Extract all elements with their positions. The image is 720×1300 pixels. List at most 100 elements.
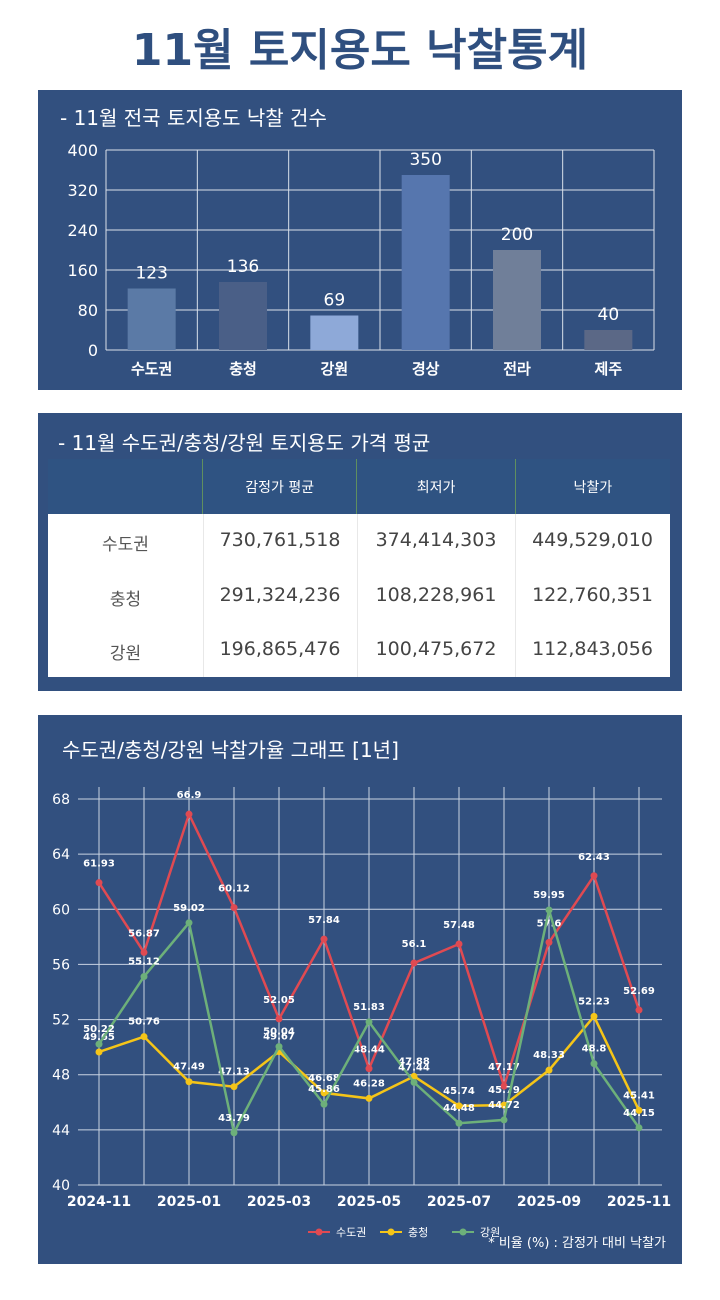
data-point	[320, 1100, 328, 1108]
table-header-row: 감정가 평균 최저가 낙찰가	[48, 459, 670, 514]
y-tick-label: 240	[67, 221, 98, 240]
data-label: 46.68	[308, 1073, 340, 1084]
y-tick-label: 80	[78, 301, 98, 320]
data-point	[545, 938, 553, 946]
x-tick-label: 2024-11	[67, 1194, 131, 1210]
y-tick-label: 400	[67, 141, 98, 160]
data-label: 46.28	[353, 1078, 385, 1089]
y-tick-label: 60	[52, 902, 70, 918]
winning-cell: 449,529,010	[532, 529, 653, 551]
data-point	[95, 1040, 103, 1048]
legend-marker	[387, 1228, 395, 1236]
data-point	[185, 810, 193, 818]
table-header-cell	[48, 459, 204, 514]
bar-chart-panel: - 11월 전국 토지용도 낙찰 건수 0 80 160 240 320 400 123 수도…	[38, 90, 682, 390]
x-tick-label: 2025-09	[517, 1194, 581, 1210]
minimum-cell: 374,414,303	[375, 529, 497, 551]
line-chart-panel: 수도권/충청/강원 낙찰가율 그래프 [1년] 40 44 48 52 56 60 64 68…	[38, 715, 682, 1264]
table-header-cell: 감정가 평균	[202, 459, 358, 514]
data-label: 48.44	[353, 1045, 385, 1056]
bar	[493, 250, 541, 350]
data-point	[185, 1078, 193, 1086]
table-row: 수도권 730,761,518 374,414,303 449,529,010	[48, 514, 670, 569]
data-label: 60.12	[218, 884, 250, 895]
table-row: 충청 291,324,236 108,228,961 122,760,351	[48, 569, 670, 623]
data-point	[365, 1065, 373, 1073]
data-label: 45.86	[308, 1084, 340, 1095]
data-label: 44.48	[443, 1103, 475, 1114]
x-tick-label: 수도권	[131, 360, 172, 378]
data-label: 59.02	[173, 903, 205, 914]
data-point	[230, 1129, 238, 1137]
data-label: 49.67	[263, 1032, 295, 1043]
legend-marker	[315, 1228, 323, 1236]
legend-label: 강원	[480, 1226, 500, 1239]
chart-footnote: * 비율 (%) : 감정가 대비 낙찰가	[488, 1236, 666, 1251]
data-label: 50.22	[83, 1024, 115, 1035]
x-tick-label: 경상	[412, 360, 440, 378]
data-label: 50.76	[128, 1017, 160, 1028]
minimum-cell: 108,228,961	[375, 584, 497, 606]
column-divider	[357, 514, 358, 677]
data-point	[500, 1116, 508, 1124]
bar-value-label: 123	[135, 264, 167, 284]
data-point	[95, 879, 103, 887]
data-label: 47.44	[398, 1062, 430, 1073]
region-cell: 충청	[109, 590, 142, 610]
line-chart: 40 44 48 52 56 60 64 68 2024-11 2025-01 2025-03 202…	[52, 787, 671, 1239]
data-point	[455, 1119, 463, 1127]
data-point	[500, 1082, 508, 1090]
data-label: 52.05	[263, 995, 295, 1006]
data-label: 52.23	[578, 996, 610, 1007]
column-divider	[203, 514, 204, 677]
data-label: 47.49	[173, 1062, 205, 1073]
data-label: 44.15	[623, 1108, 655, 1119]
data-point	[545, 906, 553, 914]
table-header-cell: 최저가	[356, 459, 516, 514]
data-label: 52.69	[623, 986, 655, 997]
data-point	[320, 1089, 328, 1097]
data-point	[320, 935, 328, 943]
price-table-title: - 11월 수도권/충청/강원 토지용도 가격 평균	[58, 431, 431, 455]
x-tick-label: 2025-07	[427, 1194, 491, 1210]
data-label: 61.93	[83, 859, 115, 870]
data-point	[590, 1012, 598, 1020]
y-tick-label: 160	[67, 261, 98, 280]
appraisal-cell: 730,761,518	[219, 529, 341, 551]
bar-value-label: 200	[501, 225, 533, 245]
data-label: 45.79	[488, 1085, 520, 1096]
data-point	[455, 1102, 463, 1110]
price-table: 감정가 평균 최저가 낙찰가	[48, 459, 670, 514]
bar	[127, 288, 176, 350]
data-point	[365, 1018, 373, 1026]
price-table-panel: - 11월 수도권/충청/강원 토지용도 가격 평균 감정가 평균 최저가 낙찰…	[38, 413, 682, 691]
y-tick-label: 48	[52, 1068, 70, 1084]
winning-cell: 122,760,351	[532, 584, 653, 606]
x-tick-label: 충청	[229, 360, 257, 378]
legend-label: 수도권	[336, 1226, 366, 1239]
data-label: 44.72	[488, 1100, 520, 1111]
data-point	[140, 948, 148, 956]
data-point	[230, 1083, 238, 1091]
data-label: 49.65	[83, 1032, 115, 1043]
data-point	[365, 1094, 373, 1102]
data-label: 48.8	[582, 1044, 607, 1055]
y-tick-label: 68	[52, 792, 70, 808]
data-point	[410, 1078, 418, 1086]
x-tick-label: 강원	[321, 360, 349, 378]
x-tick-label: 전라	[503, 360, 531, 378]
region-cell: 강원	[109, 644, 142, 664]
data-label: 57.6	[537, 918, 562, 929]
bar	[401, 175, 450, 350]
data-point	[635, 1124, 643, 1132]
line-chart-title: 수도권/충청/강원 낙찰가율 그래프 [1년]	[62, 738, 399, 762]
data-label: 47.13	[218, 1067, 250, 1078]
data-point	[635, 1106, 643, 1114]
data-label: 57.48	[443, 920, 475, 931]
table-body: 수도권 730,761,518 374,414,303 449,529,010 …	[48, 514, 670, 677]
appraisal-cell: 196,865,476	[219, 638, 341, 660]
legend-marker	[459, 1228, 467, 1236]
data-label: 47.88	[398, 1056, 430, 1067]
y-tick-label: 40	[52, 1178, 70, 1194]
data-point	[455, 940, 463, 948]
